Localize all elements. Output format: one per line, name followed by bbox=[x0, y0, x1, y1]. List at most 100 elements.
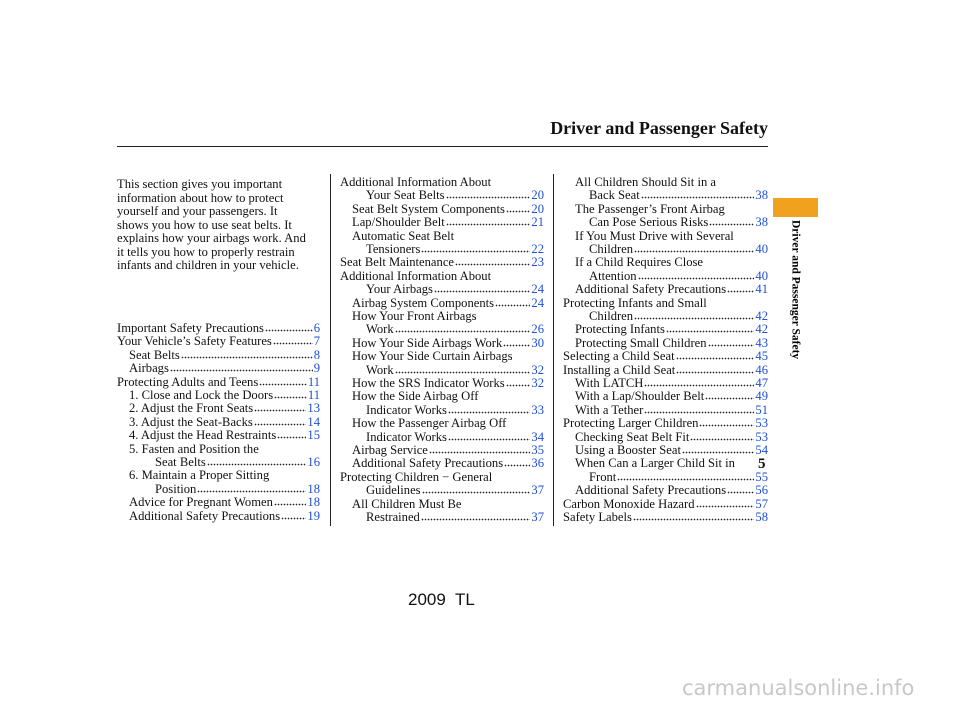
toc-entry-text: Your Vehicle’s Safety Features bbox=[117, 334, 272, 349]
toc-entry: 1. Close and Lock the Doors 11 bbox=[129, 387, 320, 403]
page-ref: 18 bbox=[307, 481, 320, 496]
toc-entry-text: 6. Maintain a Proper Sitting bbox=[129, 468, 270, 483]
page-ref: 36 bbox=[531, 456, 544, 471]
toc-entry: Your Vehicle’s Safety Features 7 bbox=[117, 333, 320, 349]
toc-entry: Protecting Infants 42 bbox=[575, 321, 768, 337]
header-title: Driver and Passenger Safety bbox=[550, 118, 768, 138]
dot-leader bbox=[421, 482, 531, 495]
toc-entry-text: 2. Adjust the Front Seats bbox=[129, 401, 254, 416]
toc-entry-text: Protecting Larger Children bbox=[563, 416, 699, 431]
toc-entry-text: Seat Belts bbox=[129, 347, 180, 362]
toc-entry: Children 40 bbox=[589, 241, 768, 257]
toc-entry: Guidelines 37 bbox=[366, 482, 544, 498]
toc-entry-text: Indicator Works bbox=[366, 429, 447, 444]
toc-entry-text: Work bbox=[366, 322, 394, 337]
toc-entry-text: Important Safety Precautions bbox=[117, 321, 264, 335]
toc-entry-text: Can Pose Serious Risks bbox=[589, 215, 709, 230]
toc-entry: Safety Labels 58 bbox=[563, 509, 768, 525]
toc-entry-text: Lap/Shoulder Belt bbox=[352, 215, 445, 230]
toc-entry-text: Advice for Pregnant Women bbox=[129, 495, 273, 510]
toc-entry: Indicator Works 33 bbox=[366, 401, 544, 418]
toc-entry-text: Protecting Children − General bbox=[340, 469, 493, 484]
toc-entry: Protecting Small Children 43 bbox=[575, 334, 768, 351]
toc-entry: Additional Safety Precautions 19 bbox=[129, 507, 320, 524]
intro-line: explains how your airbags work. And bbox=[117, 231, 306, 245]
toc-entry-text: Restrained bbox=[366, 510, 420, 524]
dot-leader bbox=[433, 281, 531, 294]
dot-leader bbox=[727, 281, 755, 294]
page-ref: 49 bbox=[755, 389, 768, 404]
toc-entry: Front 55 bbox=[589, 468, 768, 485]
toc-entry-text: Additional Safety Precautions bbox=[575, 282, 727, 297]
page-ref: 38 bbox=[755, 215, 768, 230]
toc-entry-text: Seat Belt System Components bbox=[352, 201, 505, 216]
toc-entry: 3. Adjust the Seat-Backs 14 bbox=[129, 413, 320, 430]
page-ref: 7 bbox=[313, 334, 320, 349]
toc-entry-text: Additional Information About bbox=[340, 268, 492, 283]
page-ref: 35 bbox=[531, 443, 544, 457]
dot-leader bbox=[634, 308, 755, 320]
page-ref: 58 bbox=[755, 510, 768, 524]
page-ref: 47 bbox=[755, 376, 768, 390]
page-number: 5 bbox=[758, 456, 766, 472]
dot-leader bbox=[695, 495, 755, 508]
dot-leader bbox=[644, 401, 755, 414]
toc-entry-text: How Your Side Curtain Airbags bbox=[352, 349, 513, 364]
page-ref: 13 bbox=[307, 401, 320, 416]
toc-entry-text: Protecting Infants bbox=[575, 322, 665, 337]
page-ref: 21 bbox=[531, 215, 544, 230]
toc-entry: Work 26 bbox=[366, 321, 544, 337]
page-ref: 41 bbox=[755, 282, 768, 297]
toc-entry-text: Attention bbox=[589, 268, 637, 283]
toc-entry-text: Safety Labels bbox=[563, 510, 632, 524]
toc-entry-text: Seat Belts bbox=[155, 455, 206, 469]
dot-leader bbox=[676, 361, 755, 374]
dot-leader bbox=[273, 494, 307, 507]
toc-entry-text: If You Must Drive with Several bbox=[575, 228, 734, 243]
toc-entry: Work 32 bbox=[366, 361, 544, 378]
dot-leader bbox=[180, 346, 313, 359]
toc-entry-text: All Children Should Sit in a bbox=[575, 175, 716, 189]
dot-leader bbox=[681, 442, 755, 454]
page-ref: 23 bbox=[531, 255, 544, 270]
toc-entry-text: Selecting a Child Seat bbox=[563, 349, 675, 364]
page-ref: 26 bbox=[531, 322, 544, 337]
page-ref: 34 bbox=[531, 429, 544, 444]
toc-entry: Airbag Service 35 bbox=[352, 442, 544, 458]
toc-entry-text: How the Side Airbag Off bbox=[352, 389, 479, 404]
toc-entry: Seat Belt Maintenance 23 bbox=[340, 254, 544, 270]
dot-leader bbox=[253, 413, 307, 426]
page-ref: 37 bbox=[531, 483, 544, 498]
toc-entry: Tensioners 22 bbox=[366, 241, 544, 257]
dot-leader bbox=[617, 468, 755, 481]
watermark: carmanualsonline.info bbox=[682, 676, 915, 700]
toc-entry: Lap/Shoulder Belt 21 bbox=[352, 214, 544, 230]
toc-entry: With a Tether 51 bbox=[575, 401, 768, 418]
dot-leader bbox=[707, 334, 755, 347]
page-ref: 22 bbox=[531, 242, 544, 256]
page-ref: 56 bbox=[755, 483, 768, 498]
toc-entry-text: Position bbox=[155, 481, 197, 496]
toc-entry-text: 1. Close and Lock the Doors bbox=[129, 388, 274, 402]
page-ref: 55 bbox=[755, 469, 768, 484]
toc-entry: Installing a Child Seat 46 bbox=[563, 361, 768, 378]
toc-entry-text: Installing a Child Seat bbox=[563, 362, 676, 377]
dot-leader bbox=[644, 375, 755, 387]
toc-entry-text: Additional Information About bbox=[340, 175, 492, 189]
page-ref: 40 bbox=[755, 268, 768, 283]
column-divider bbox=[553, 174, 554, 526]
toc-entry: With LATCH 47 bbox=[575, 375, 768, 391]
page-ref: 18 bbox=[307, 495, 320, 510]
dot-leader bbox=[428, 442, 531, 454]
footer: 2009 TL bbox=[408, 590, 475, 609]
toc-entry: How Your Side Airbags Work 30 bbox=[352, 334, 544, 351]
toc-entry: Checking Seat Belt Fit 53 bbox=[575, 428, 768, 445]
dot-leader bbox=[281, 507, 307, 520]
page-ref: 38 bbox=[755, 188, 768, 203]
toc-entry-text: The Passenger’s Front Airbag bbox=[575, 201, 725, 216]
toc-entry: Seat Belt System Components 20 bbox=[352, 200, 544, 217]
page-ref: 20 bbox=[531, 201, 544, 216]
dot-leader bbox=[206, 454, 307, 466]
toc-entry: Position 18 bbox=[155, 480, 320, 497]
toc-entry-text: Your Airbags bbox=[366, 282, 433, 297]
